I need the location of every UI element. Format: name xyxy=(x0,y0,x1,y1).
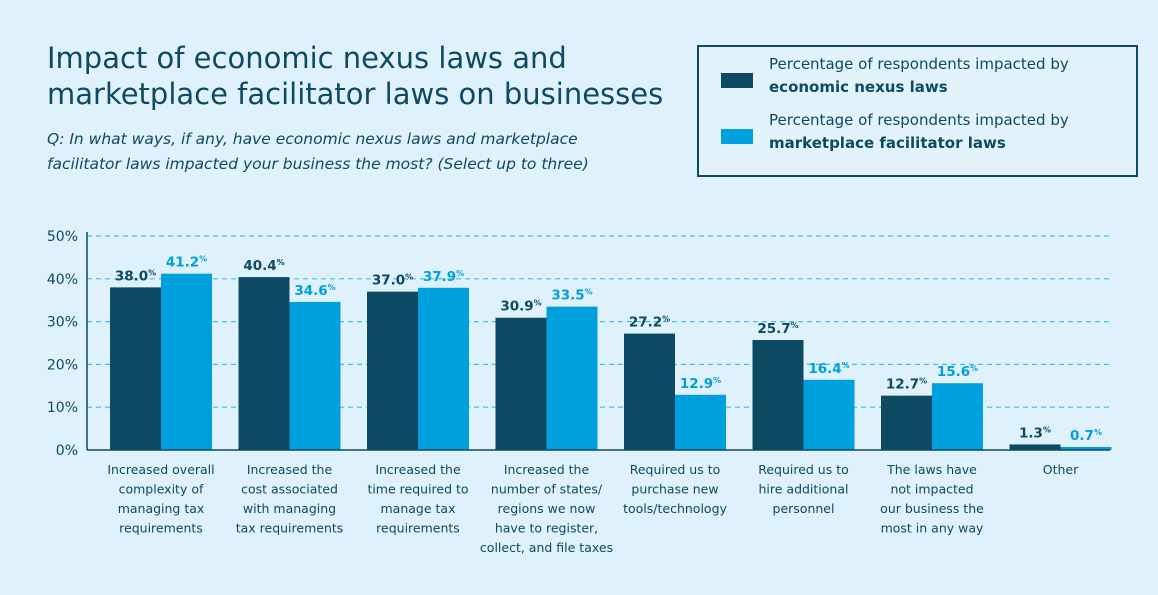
bar-value-label: 1.3% xyxy=(1019,425,1051,441)
bar-value-label: 0.7% xyxy=(1070,428,1102,444)
bar-value-label: 16.4% xyxy=(808,361,849,377)
bar-value-label: 12.9% xyxy=(680,376,721,392)
bar xyxy=(752,340,804,450)
legend-label-marketplace-facilitator-line-2: marketplace facilitator laws xyxy=(769,134,1006,152)
legend: Percentage of respondents impacted by ec… xyxy=(697,45,1138,177)
bar xyxy=(161,273,212,450)
bar xyxy=(238,277,290,450)
bar-value-label: 27.2% xyxy=(629,315,670,331)
bar-value-label: 30.9% xyxy=(500,299,541,315)
legend-item-marketplace-facilitator: Percentage of respondents impacted by ma… xyxy=(721,109,1069,155)
chart-title: Impact of economic nexus laws and market… xyxy=(47,40,687,112)
category-label: Required us to hire additional personnel xyxy=(758,462,849,516)
bar-value-label: 41.2% xyxy=(166,255,207,271)
legend-label-economic-nexus-line-2: economic nexus laws xyxy=(769,78,948,96)
y-tick-label: 20% xyxy=(47,357,78,373)
bar xyxy=(546,306,598,450)
y-tick-label: 50% xyxy=(47,229,78,245)
legend-item-economic-nexus: Percentage of respondents impacted by ec… xyxy=(721,53,1069,99)
bar xyxy=(367,291,418,450)
bar xyxy=(624,333,675,450)
bar xyxy=(881,395,932,450)
bar-value-label: 34.6% xyxy=(294,283,335,299)
bar xyxy=(1060,447,1112,450)
bar-value-label: 37.9% xyxy=(423,269,464,285)
category-label: Required us to purchase new tools/technolo… xyxy=(623,462,727,516)
bar xyxy=(418,287,469,450)
legend-label-marketplace-facilitator-line-1: Percentage of respondents impacted by xyxy=(769,111,1069,129)
category-label: Increased the time required to manage tax r… xyxy=(367,462,468,536)
y-tick-label: 0% xyxy=(56,443,78,459)
bar xyxy=(803,379,855,450)
bar xyxy=(675,394,726,450)
bar xyxy=(289,301,341,450)
bar-value-label: 37.0% xyxy=(372,273,413,289)
survey-question: Q: In what ways, if any, have economic n… xyxy=(47,127,647,177)
chart-title-line-2: marketplace facilitator laws on business… xyxy=(47,77,664,111)
category-label: Other xyxy=(1043,462,1079,477)
y-tick-label: 40% xyxy=(47,272,78,288)
chart-title-line-1: Impact of economic nexus laws and xyxy=(47,41,567,75)
bar-value-label: 25.7% xyxy=(757,321,798,337)
category-label: Increased the number of states/regions we… xyxy=(480,462,613,555)
bar-value-label: 33.5% xyxy=(551,288,592,304)
y-tick-label: 10% xyxy=(47,400,78,416)
category-label: The laws have not impacted our business th… xyxy=(880,462,984,536)
bar xyxy=(110,287,161,450)
legend-swatch-economic-nexus xyxy=(721,73,753,88)
bar xyxy=(932,383,983,450)
survey-question-line-1: Q: In what ways, if any, have economic n… xyxy=(47,130,578,148)
bar-value-label: 15.6% xyxy=(937,364,978,380)
legend-swatch-marketplace-facilitator xyxy=(721,129,753,144)
y-tick-label: 30% xyxy=(47,315,78,331)
bar xyxy=(495,317,547,450)
category-label: Increased the cost associated with managin… xyxy=(236,462,344,536)
survey-question-line-2: facilitator laws impacted your business … xyxy=(47,155,589,173)
bar xyxy=(1009,444,1061,450)
category-label: Increased overall complexity of managing t… xyxy=(107,462,214,536)
bar-value-label: 12.7% xyxy=(886,377,927,393)
bar-value-label: 40.4% xyxy=(243,258,284,274)
bar-value-label: 38.0% xyxy=(115,268,156,284)
legend-label-economic-nexus-line-1: Percentage of respondents impacted by xyxy=(769,55,1069,73)
